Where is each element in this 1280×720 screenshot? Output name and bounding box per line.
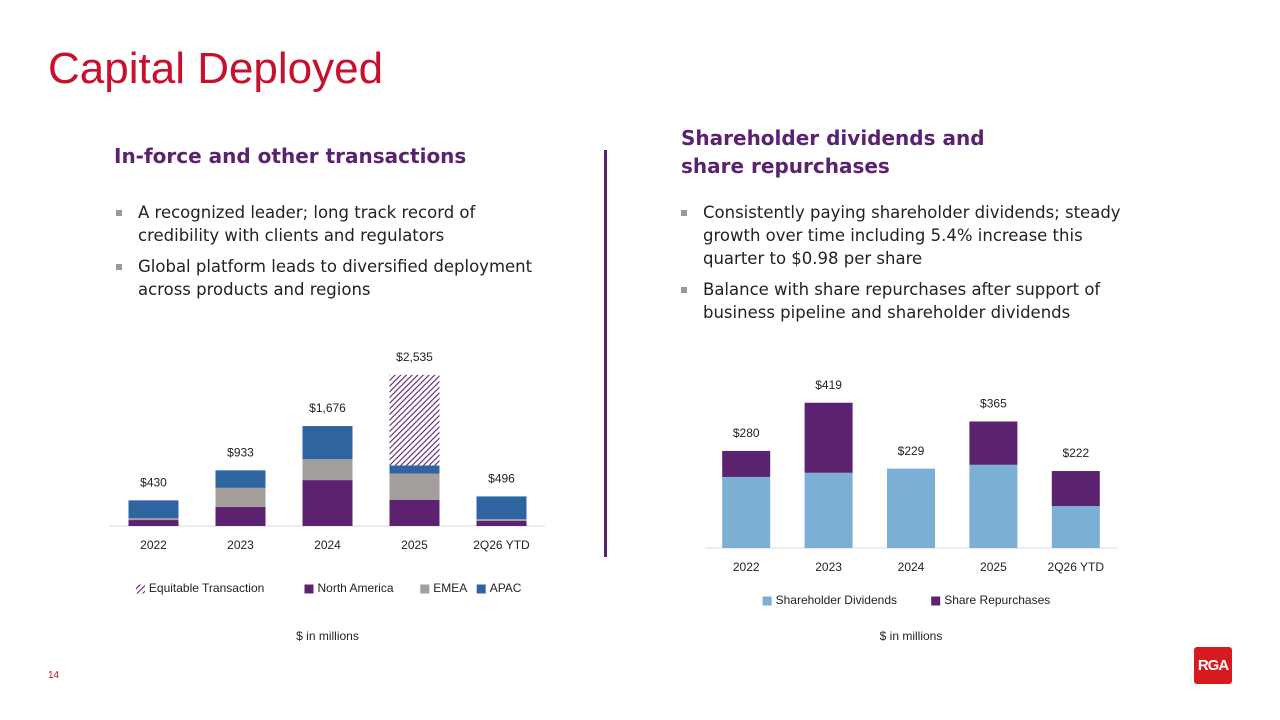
heading-line: share repurchases xyxy=(681,154,890,178)
legend-swatch xyxy=(476,584,486,594)
bar-segment xyxy=(128,520,179,526)
x-tick-label: 2022 xyxy=(733,560,760,574)
bar-segment xyxy=(128,500,179,519)
bar-segment xyxy=(389,374,440,466)
chart-note: $ in millions xyxy=(880,629,943,643)
x-tick-label: 2Q26 YTD xyxy=(473,538,530,552)
legend-label: Equitable Transaction xyxy=(149,581,264,595)
bar-segment xyxy=(215,470,266,488)
chart-note: $ in millions xyxy=(296,629,359,643)
bar-segment xyxy=(722,476,771,548)
heading-line: Shareholder dividends and xyxy=(681,126,985,150)
bar-segment xyxy=(476,520,527,526)
bar-segment xyxy=(215,506,266,526)
divider xyxy=(604,150,607,557)
right-heading: Shareholder dividends and share repurcha… xyxy=(681,124,985,180)
page-number: 14 xyxy=(48,670,60,681)
slide-title: Capital Deployed xyxy=(48,44,384,93)
logo: RGA xyxy=(1194,647,1232,684)
legend-swatch xyxy=(135,584,145,594)
total-label: $222 xyxy=(1062,446,1089,460)
bar-segment xyxy=(302,426,353,460)
total-label: $365 xyxy=(980,397,1007,411)
x-tick-label: 2023 xyxy=(815,560,842,574)
total-label: $496 xyxy=(488,472,515,486)
legend-swatch xyxy=(762,596,772,606)
bar-segment xyxy=(476,496,527,520)
x-tick-label: 2Q26 YTD xyxy=(1048,560,1105,574)
bar-segment xyxy=(215,487,266,507)
legend-swatch xyxy=(420,584,430,594)
bar-segment xyxy=(302,480,353,526)
bar-segment xyxy=(128,518,179,521)
bar-segment xyxy=(804,402,853,473)
x-tick-label: 2024 xyxy=(898,560,925,574)
bullet: A recognized leader; long track record o… xyxy=(114,201,534,247)
bar-segment xyxy=(476,519,527,521)
x-tick-label: 2023 xyxy=(227,538,254,552)
bar-segment xyxy=(389,499,440,526)
total-label: $933 xyxy=(227,446,254,460)
total-label: $2,535 xyxy=(396,350,433,364)
left-heading: In-force and other transactions xyxy=(114,144,467,168)
bar-segment xyxy=(1051,506,1100,548)
x-tick-label: 2025 xyxy=(980,560,1007,574)
total-label: $1,676 xyxy=(309,401,346,415)
legend-label: North America xyxy=(318,581,394,595)
total-label: $280 xyxy=(733,426,760,440)
total-label: $419 xyxy=(815,378,842,392)
legend-label: APAC xyxy=(490,581,522,595)
legend-swatch xyxy=(931,596,941,606)
x-tick-label: 2022 xyxy=(140,538,167,552)
bar-segment xyxy=(969,464,1018,548)
legend-swatch xyxy=(304,584,314,594)
total-label: $430 xyxy=(140,476,167,490)
bar-segment xyxy=(887,468,935,548)
bar-segment xyxy=(722,450,771,477)
bar-segment xyxy=(389,465,440,474)
bullet: Consistently paying shareholder dividend… xyxy=(679,201,1134,270)
left-bullets: A recognized leader; long track record o… xyxy=(114,201,534,309)
total-label: $229 xyxy=(898,444,925,458)
bullet: Global platform leads to diversified dep… xyxy=(114,255,534,301)
bar-segment xyxy=(969,421,1018,465)
bullet: Balance with share repurchases after sup… xyxy=(679,278,1134,324)
legend-label: EMEA xyxy=(433,581,467,595)
x-tick-label: 2025 xyxy=(401,538,428,552)
right-bullets: Consistently paying shareholder dividend… xyxy=(679,201,1134,332)
x-tick-label: 2024 xyxy=(314,538,341,552)
bar-segment xyxy=(389,473,440,500)
legend-label: Shareholder Dividends xyxy=(776,593,897,607)
bar-segment xyxy=(804,472,853,548)
bar-segment xyxy=(302,459,353,481)
legend-label: Share Repurchases xyxy=(944,593,1050,607)
bar-segment xyxy=(1051,471,1100,507)
